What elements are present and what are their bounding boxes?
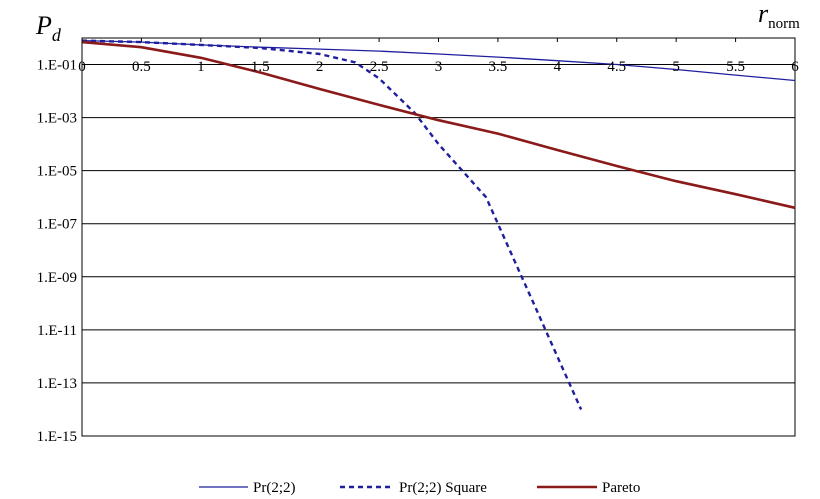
y-tick-label: 1.E-15 bbox=[37, 429, 77, 445]
x-tick-label: 1.5 bbox=[251, 59, 270, 75]
x-tick-labels: 0 0.5 1 1.5 2 2.5 3 3.5 4 4.5 5 5.5 6 bbox=[78, 38, 799, 75]
y-axis-title: Pd bbox=[35, 11, 62, 45]
legend-label: Pareto bbox=[602, 480, 640, 496]
x-tick-label: 2.5 bbox=[370, 59, 389, 75]
y-tick-label: 1.E-13 bbox=[37, 376, 77, 392]
y-tick-labels: 1.E-01 1.E-03 1.E-05 1.E-07 1.E-09 1.E-11 1.E-… bbox=[37, 58, 78, 445]
y-tick-label: 1.E-01 bbox=[37, 58, 77, 74]
plot-frame bbox=[81, 37, 796, 437]
series-line-pareto bbox=[81, 40, 796, 210]
series-layer bbox=[81, 39, 796, 410]
legend-label: Pr(2;2) bbox=[253, 480, 296, 496]
x-tick-label: 0 bbox=[78, 59, 86, 75]
y-tick-label: 1.E-11 bbox=[37, 323, 77, 339]
x-tick-label: 5 bbox=[672, 59, 680, 75]
legend-label: Pr(2;2) Square bbox=[399, 480, 487, 496]
x-tick-label: 1 bbox=[197, 59, 205, 75]
y-axis-title-sub: d bbox=[52, 25, 62, 45]
legend: Pr(2;2) Pr(2;2) Square Pareto bbox=[199, 480, 640, 496]
plot-area bbox=[81, 37, 796, 437]
x-tick-label: 3.5 bbox=[489, 59, 508, 75]
y-tick-label: 1.E-03 bbox=[37, 111, 77, 127]
series-line-pr-2-2-square bbox=[81, 39, 583, 410]
x-tick-label: 5.5 bbox=[726, 59, 745, 75]
x-tick-label: 2 bbox=[316, 59, 324, 75]
x-tick-label: 0.5 bbox=[132, 59, 151, 75]
x-axis-title: rnorm bbox=[758, 0, 800, 32]
x-tick-label: 6 bbox=[791, 59, 799, 75]
grid-lines bbox=[82, 64, 795, 437]
x-axis-title-sub: norm bbox=[768, 16, 800, 32]
y-tick-label: 1.E-05 bbox=[37, 164, 77, 180]
x-tick-label: 3 bbox=[435, 59, 443, 75]
y-tick-label: 1.E-09 bbox=[37, 270, 77, 286]
y-tick-label: 1.E-07 bbox=[37, 217, 78, 233]
x-tick-label: 4 bbox=[554, 59, 562, 75]
x-tick-label: 4.5 bbox=[607, 59, 626, 75]
